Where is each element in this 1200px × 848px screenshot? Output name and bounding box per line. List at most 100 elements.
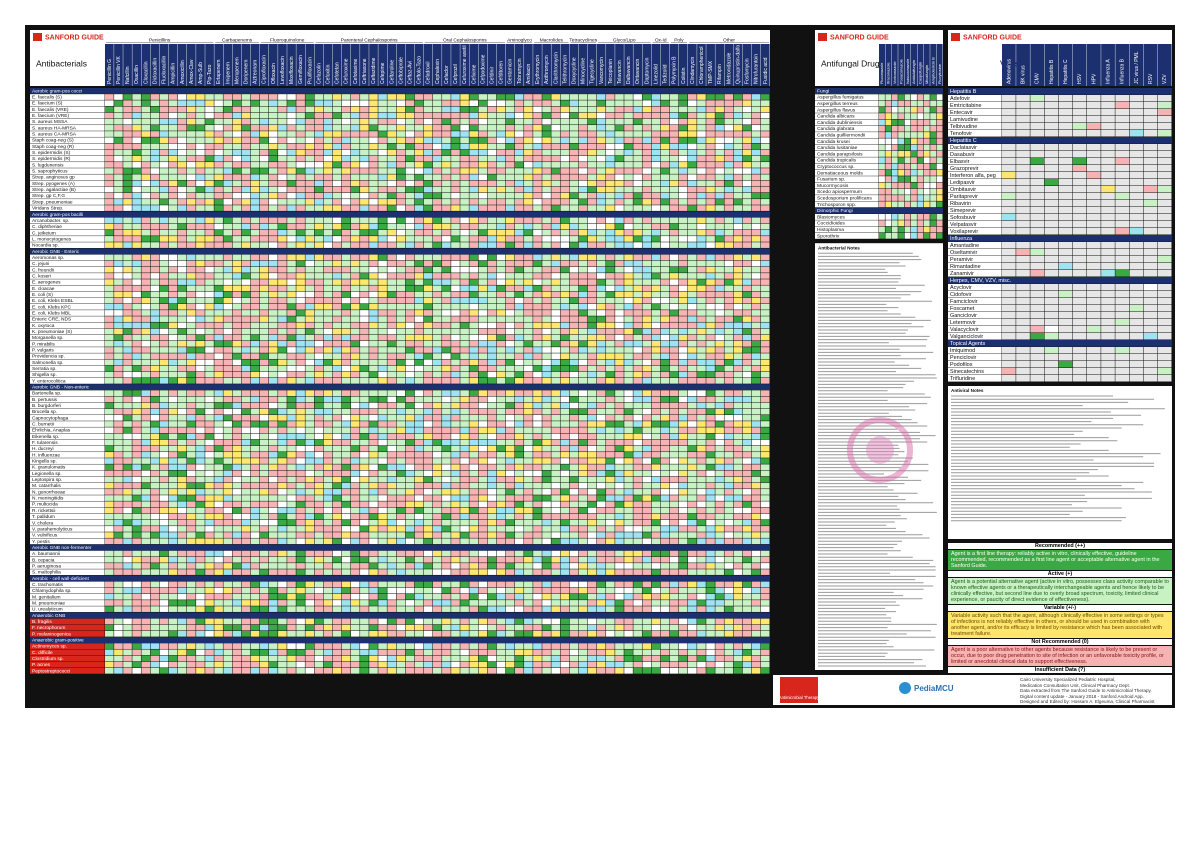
spectrum-cell bbox=[268, 439, 278, 446]
spectrum-cell bbox=[423, 260, 433, 267]
row-label-bg bbox=[30, 495, 105, 501]
spectrum-cell bbox=[660, 217, 670, 224]
spectrum-cell bbox=[305, 316, 315, 322]
spectrum-cell bbox=[350, 402, 360, 409]
spectrum-cell bbox=[660, 94, 670, 100]
spectrum-cell bbox=[760, 365, 770, 372]
spectrum-cell bbox=[487, 328, 497, 335]
spectrum-cell bbox=[514, 396, 524, 403]
row-label-bg bbox=[30, 291, 105, 298]
spectrum-cell bbox=[469, 377, 478, 384]
spectrum-cell bbox=[615, 501, 624, 508]
spectrum-cell bbox=[232, 217, 242, 224]
spectrum-cell bbox=[114, 328, 123, 335]
spectrum-cell bbox=[478, 365, 488, 372]
spectrum-cell bbox=[660, 408, 670, 415]
spectrum-cell bbox=[250, 236, 260, 242]
spectrum-cell bbox=[624, 112, 633, 119]
spectrum-cell bbox=[751, 266, 761, 273]
spectrum-cell bbox=[159, 94, 169, 100]
spectrum-cell bbox=[114, 316, 123, 322]
spectrum-cell bbox=[150, 476, 160, 483]
spectrum-cell bbox=[533, 199, 542, 205]
spectrum-cell bbox=[223, 408, 233, 415]
spectrum-cell bbox=[168, 353, 178, 359]
spectrum-cell bbox=[760, 229, 770, 236]
spectrum-cell bbox=[186, 192, 196, 199]
spectrum-cell bbox=[159, 254, 169, 261]
spectrum-cell bbox=[578, 359, 588, 366]
spectrum-cell bbox=[451, 174, 460, 181]
spectrum-cell bbox=[132, 482, 141, 489]
row-label: S. aureus HA-MRSA bbox=[32, 125, 77, 131]
spectrum-cell bbox=[396, 439, 406, 446]
spectrum-cell bbox=[642, 340, 652, 347]
spectrum-cell bbox=[305, 155, 315, 162]
spectrum-cell bbox=[214, 217, 223, 224]
spectrum-cell bbox=[414, 223, 424, 230]
spectrum-cell bbox=[259, 155, 269, 162]
spectrum-cell bbox=[451, 94, 460, 100]
spectrum-cell bbox=[123, 507, 132, 514]
spectrum-cell bbox=[478, 131, 488, 137]
spectrum-cell bbox=[405, 303, 415, 310]
spectrum-cell bbox=[633, 476, 642, 483]
spectrum-cell bbox=[241, 254, 251, 261]
spectrum-cell bbox=[524, 310, 533, 316]
spectrum-cell bbox=[205, 137, 214, 144]
spectrum-cell bbox=[624, 162, 633, 168]
spectrum-cell bbox=[487, 180, 497, 187]
column-label: Cefadroxil bbox=[426, 61, 432, 84]
spectrum-cell bbox=[451, 100, 460, 107]
spectrum-cell bbox=[451, 322, 460, 329]
spectrum-cell bbox=[724, 174, 734, 181]
spectrum-cell bbox=[742, 347, 752, 353]
spectrum-cell bbox=[332, 458, 342, 464]
spectrum-cell bbox=[341, 168, 351, 174]
spectrum-cell bbox=[660, 118, 670, 125]
spectrum-cell bbox=[232, 285, 242, 292]
spectrum-cell bbox=[642, 100, 652, 107]
spectrum-cell bbox=[524, 359, 533, 366]
spectrum-cell bbox=[487, 229, 497, 236]
spectrum-cell bbox=[697, 199, 706, 205]
spectrum-cell bbox=[259, 100, 269, 107]
spectrum-cell bbox=[560, 359, 570, 366]
spectrum-cell bbox=[587, 353, 597, 359]
spectrum-cell bbox=[596, 205, 606, 211]
spectrum-cell bbox=[606, 464, 615, 471]
spectrum-cell bbox=[305, 291, 315, 298]
spectrum-cell bbox=[123, 168, 132, 174]
spectrum-cell bbox=[305, 452, 315, 458]
spectrum-cell bbox=[724, 421, 734, 427]
spectrum-cell bbox=[123, 162, 132, 168]
spectrum-cell bbox=[323, 353, 333, 359]
spectrum-cell bbox=[232, 322, 242, 329]
spectrum-cell bbox=[487, 316, 497, 322]
spectrum-cell bbox=[733, 340, 743, 347]
spectrum-cell bbox=[624, 236, 633, 242]
spectrum-cell bbox=[542, 303, 551, 310]
spectrum-cell bbox=[432, 223, 442, 230]
spectrum-cell bbox=[369, 143, 378, 150]
spectrum-cell bbox=[232, 476, 242, 483]
spectrum-cell bbox=[569, 174, 579, 181]
spectrum-cell bbox=[378, 205, 387, 211]
spectrum-cell bbox=[168, 149, 178, 156]
spectrum-cell bbox=[669, 242, 679, 248]
spectrum-cell bbox=[177, 131, 187, 137]
spectrum-cell bbox=[396, 310, 406, 316]
spectrum-cell bbox=[733, 347, 743, 353]
spectrum-cell bbox=[715, 162, 724, 168]
spectrum-cell bbox=[287, 186, 296, 193]
spectrum-cell bbox=[587, 297, 597, 304]
spectrum-cell bbox=[469, 94, 478, 100]
spectrum-cell bbox=[560, 180, 570, 187]
spectrum-cell bbox=[524, 236, 533, 242]
spectrum-cell bbox=[551, 328, 560, 335]
spectrum-cell bbox=[378, 125, 387, 131]
spectrum-cell bbox=[387, 322, 397, 329]
spectrum-cell bbox=[205, 254, 214, 261]
spectrum-cell bbox=[223, 359, 233, 366]
spectrum-cell bbox=[596, 266, 606, 273]
